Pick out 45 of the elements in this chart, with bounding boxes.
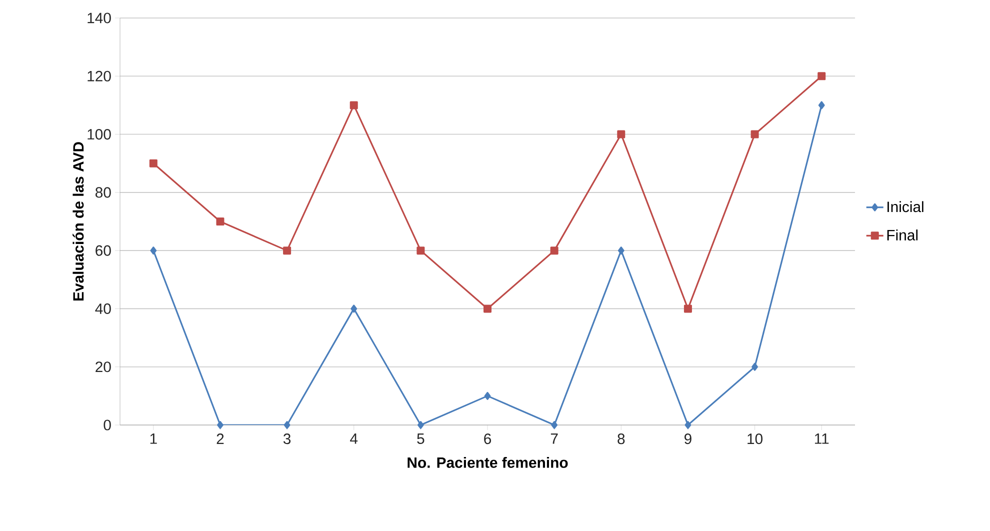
y-tick-label: 20	[96, 362, 111, 372]
point	[818, 101, 825, 110]
point	[484, 304, 492, 313]
x-tick-label: 11	[814, 434, 829, 444]
point	[416, 246, 425, 255]
point	[750, 130, 759, 138]
point	[818, 72, 826, 80]
point	[684, 304, 692, 313]
point	[684, 421, 692, 429]
point	[617, 130, 626, 138]
point	[484, 392, 491, 400]
y-tick-label: 120	[88, 70, 111, 82]
x-tick-label: 9	[684, 434, 692, 444]
x-axis-title: No. Paciente femenino	[408, 456, 568, 468]
x-tick-label: 7	[550, 434, 558, 444]
x-tick-label: 8	[618, 434, 625, 444]
y-tick-label: 40	[95, 303, 111, 314]
y-tick-label: 100	[88, 128, 111, 140]
point	[217, 421, 224, 429]
y-tick-label: 80	[96, 187, 111, 198]
point	[284, 421, 290, 429]
x-tick-label: 2	[216, 434, 224, 444]
point	[149, 159, 158, 168]
x-tick-label: 3	[283, 434, 291, 444]
point	[752, 362, 758, 371]
point	[350, 101, 358, 110]
point	[216, 217, 224, 226]
point	[150, 246, 157, 255]
x-tick-label: 6	[484, 434, 492, 444]
point	[350, 304, 358, 313]
x-tick-label: 4	[350, 434, 358, 444]
y-tick-label: 0	[104, 420, 111, 430]
legend-label: Inicial	[888, 201, 924, 212]
x-tick-label: 1	[150, 434, 157, 444]
point	[417, 421, 424, 429]
y-axis-title: Evaluación de las AVD	[72, 142, 84, 301]
y-tick-label: 140	[88, 12, 111, 24]
y-tick-label: 60	[96, 245, 111, 256]
point	[550, 246, 558, 255]
point	[618, 246, 624, 255]
x-tick-label: 10	[748, 434, 762, 444]
legend-label: Final	[887, 229, 918, 240]
point	[283, 246, 292, 255]
x-tick-label: 5	[417, 434, 424, 444]
point	[551, 421, 558, 429]
